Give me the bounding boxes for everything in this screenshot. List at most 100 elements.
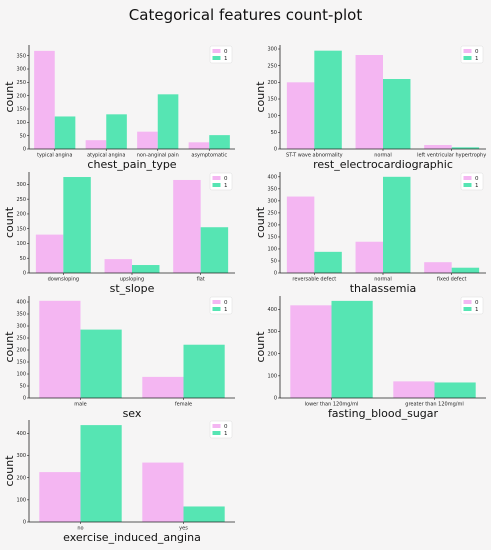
figure-title: Categorical features count-plot <box>128 6 363 24</box>
legend-swatch-1 <box>463 183 472 187</box>
bar-series-1-flat <box>200 227 229 273</box>
x-tick-label: no <box>77 526 83 532</box>
bar-series-1-st-t-wave-abnormality <box>314 50 342 149</box>
legend-swatch-0 <box>212 300 221 304</box>
chart-panel-3: 0 50 100 150 200 250 300 350 400 reversable defec… <box>254 172 486 295</box>
x-tick-label: downsloping <box>48 277 79 283</box>
legend-swatch-1 <box>212 56 221 60</box>
x-tick-label: asymptomatic <box>191 153 227 159</box>
x-axis-label: exercise_induced_angina <box>63 531 201 544</box>
x-tick-label: left ventricular hypertrophy <box>417 153 486 159</box>
bar-series-0-normal <box>355 55 383 149</box>
bar-series-1-reversable-defect <box>314 251 342 273</box>
y-tick-label: 250 <box>267 211 277 217</box>
y-tick-label: 200 <box>267 351 277 357</box>
y-tick-label: 200 <box>267 80 277 86</box>
legend-label-1: 1 <box>224 431 228 437</box>
legend-label-0: 0 <box>224 176 228 182</box>
legend-label-1: 1 <box>224 307 228 313</box>
y-tick-label: 50 <box>20 256 26 262</box>
x-tick-label: yes <box>179 526 188 532</box>
y-tick-label: 300 <box>16 453 26 459</box>
legend-swatch-0 <box>463 176 472 180</box>
y-tick-label: 0 <box>274 271 277 277</box>
bar-series-0-greater-than-120mg-ml <box>393 381 435 398</box>
y-tick-label: 200 <box>16 93 26 99</box>
x-tick-label: non-anginal pain <box>137 153 179 159</box>
y-tick-label: 250 <box>267 63 277 69</box>
legend-swatch-0 <box>463 49 472 53</box>
legend-swatch-1 <box>463 307 472 311</box>
legend-label-0: 0 <box>224 300 228 306</box>
bar-series-1-no <box>80 425 122 522</box>
y-tick-label: 400 <box>267 175 277 181</box>
y-tick-label: 300 <box>16 324 26 330</box>
bar-series-0-asymptomatic <box>188 142 210 149</box>
y-tick-label: 250 <box>16 80 26 86</box>
legend-swatch-0 <box>212 424 221 428</box>
y-tick-label: 100 <box>16 120 26 126</box>
y-tick-label: 100 <box>16 241 26 247</box>
y-tick-label: 0 <box>274 147 277 153</box>
y-axis-label: count <box>3 331 16 363</box>
bar-series-1-normal <box>383 176 411 273</box>
y-tick-label: 250 <box>16 336 26 342</box>
x-tick-label: atypical angina <box>87 153 125 159</box>
y-tick-label: 350 <box>267 187 277 193</box>
y-axis-label: count <box>3 206 16 238</box>
y-tick-label: 50 <box>20 384 26 390</box>
bar-series-0-fixed-defect <box>424 262 452 273</box>
y-tick-label: 200 <box>16 212 26 218</box>
y-tick-label: 300 <box>267 329 277 335</box>
legend-box <box>460 45 484 64</box>
y-tick-label: 150 <box>16 226 26 232</box>
legend-label-1: 1 <box>475 307 479 313</box>
bar-series-0-upsloping <box>104 259 132 273</box>
x-axis-label: st_slope <box>110 282 155 295</box>
y-tick-label: 400 <box>267 307 277 313</box>
bar-series-0-lower-than-120mg-ml <box>290 305 332 398</box>
y-tick-label: 350 <box>16 312 26 318</box>
bar-series-0-male <box>39 300 81 398</box>
y-tick-label: 0 <box>23 520 26 526</box>
x-tick-label: normal <box>374 153 392 159</box>
y-tick-label: 50 <box>271 259 277 265</box>
chart-panel-0: 0 50 100 150 200 250 300 350 typical angina atypi… <box>3 45 235 171</box>
y-tick-label: 350 <box>16 53 26 59</box>
x-tick-label: greater than 120mg/ml <box>405 402 463 408</box>
bar-series-0-reversable-defect <box>286 196 315 273</box>
chart-panel-2: 0 50 100 150 200 250 300 downsloping upsloping fl… <box>3 172 235 295</box>
y-tick-label: 50 <box>271 130 277 136</box>
y-tick-label: 50 <box>20 133 26 139</box>
bar-series-1-female <box>183 344 225 398</box>
bar-series-0-yes <box>142 462 184 522</box>
legend-swatch-0 <box>463 300 472 304</box>
legend-swatch-1 <box>212 183 221 187</box>
x-tick-label: flat <box>197 277 205 283</box>
legend-label-1: 1 <box>475 56 479 62</box>
x-tick-label: typical angina <box>37 153 72 159</box>
legend-label-0: 0 <box>475 49 479 55</box>
bar-series-1-typical-angina <box>54 116 76 149</box>
y-tick-label: 100 <box>267 113 277 119</box>
x-axis-label: chest_pain_type <box>87 158 176 171</box>
bar-series-0-atypical-angina <box>85 140 107 149</box>
legend-swatch-0 <box>212 176 221 180</box>
legend-label-0: 0 <box>475 176 479 182</box>
legend-box <box>209 296 233 315</box>
y-tick-label: 100 <box>16 498 26 504</box>
y-tick-label: 400 <box>16 431 26 437</box>
legend-box <box>209 420 233 439</box>
bar-series-0-typical-angina <box>34 50 55 150</box>
y-tick-label: 100 <box>16 372 26 378</box>
y-axis-label: count <box>3 455 16 487</box>
bar-series-0-normal <box>355 241 383 273</box>
x-tick-label: female <box>175 402 192 408</box>
chart-panel-1: 0 50 100 150 200 250 300 ST-T wave abnormality n… <box>254 45 486 171</box>
bar-series-1-lower-than-120mg-ml <box>331 300 373 398</box>
chart-panel-6: 0 100 200 300 400 no yes count exercise_induced_… <box>3 420 235 544</box>
legend-box <box>209 45 233 64</box>
bar-series-1-left-ventricular-hypertrophy <box>451 147 480 149</box>
y-tick-label: 150 <box>267 97 277 103</box>
